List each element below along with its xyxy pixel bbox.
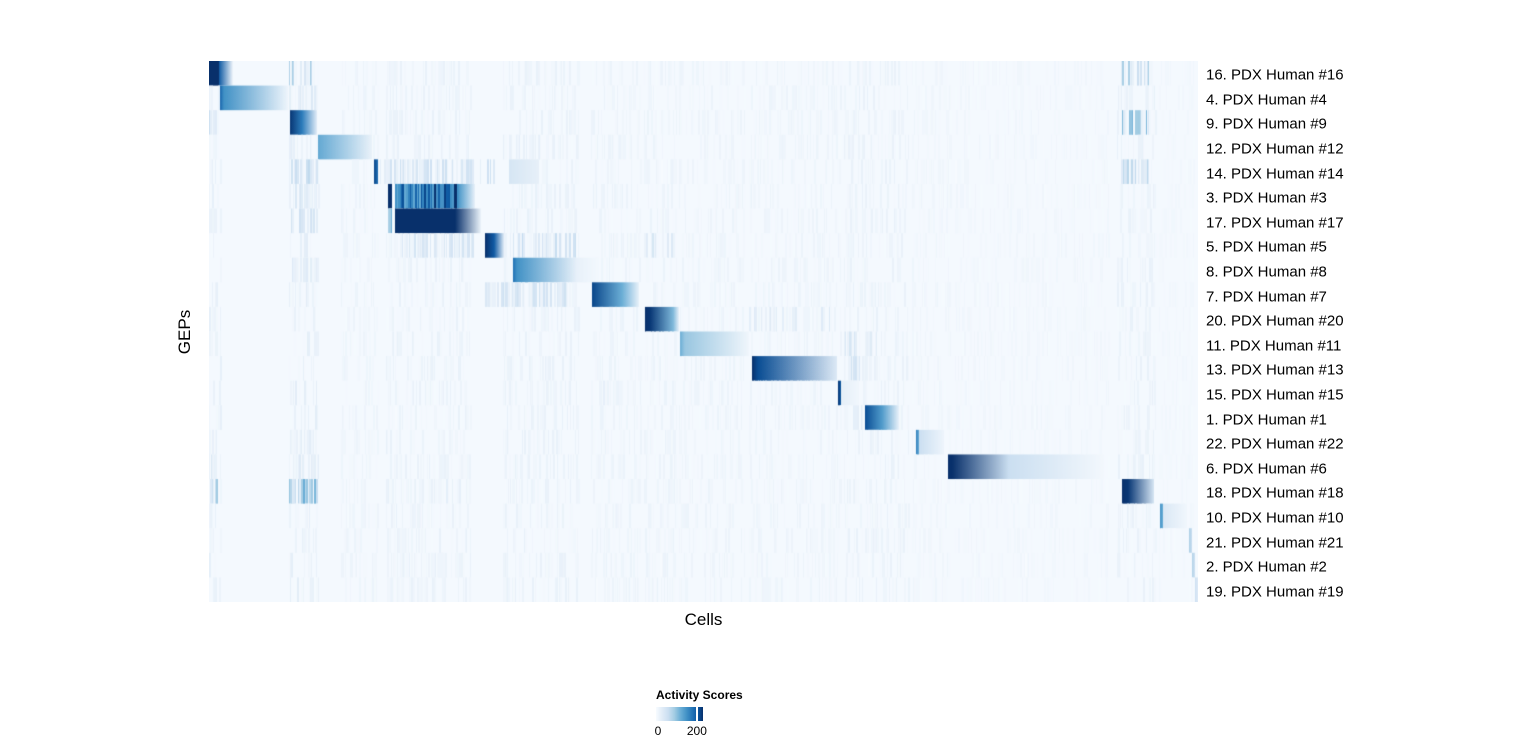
row-label: 15. PDX Human #15	[1206, 386, 1344, 404]
row-label: 3. PDX Human #3	[1206, 189, 1327, 207]
x-axis-label: Cells	[684, 610, 723, 629]
row-label: 10. PDX Human #10	[1206, 509, 1344, 527]
heatmap-canvas	[209, 61, 1198, 602]
row-label: 20. PDX Human #20	[1206, 312, 1344, 330]
row-label: 18. PDX Human #18	[1206, 484, 1344, 502]
row-label: 22. PDX Human #22	[1206, 435, 1344, 453]
row-label: 1. PDX Human #1	[1206, 411, 1327, 429]
row-label: 14. PDX Human #14	[1206, 165, 1344, 183]
row-label: 9. PDX Human #9	[1206, 115, 1327, 133]
row-label: 12. PDX Human #12	[1206, 140, 1344, 158]
row-label: 6. PDX Human #6	[1206, 460, 1327, 478]
row-label: 11. PDX Human #11	[1206, 337, 1342, 355]
row-label: 5. PDX Human #5	[1206, 238, 1327, 256]
legend-tick-label-200: 200	[686, 724, 707, 738]
legend-title: Activity Scores	[656, 688, 743, 702]
row-label: 19. PDX Human #19	[1206, 583, 1344, 601]
row-label: 13. PDX Human #13	[1206, 361, 1344, 379]
y-axis-label: GEPs	[175, 309, 194, 354]
row-label: 16. PDX Human #16	[1206, 66, 1344, 84]
row-labels: 16. PDX Human #16 4. PDX Human #4 9. PDX H…	[1206, 61, 1536, 602]
row-label: 8. PDX Human #8	[1206, 263, 1327, 281]
row-label: 7. PDX Human #7	[1206, 288, 1327, 306]
row-label: 21. PDX Human #21	[1206, 534, 1344, 552]
legend-tick-labels: 0 200	[654, 724, 707, 738]
legend-tick-label-0: 0	[654, 724, 662, 738]
heatmap	[209, 61, 1198, 602]
row-label: 17. PDX Human #17	[1206, 214, 1344, 232]
legend-colorbar	[656, 707, 703, 721]
legend: Activity Scores 0 200	[654, 688, 776, 738]
y-axis-label-container: GEPs	[168, 61, 202, 602]
row-label: 2. PDX Human #2	[1206, 558, 1327, 576]
row-label: 4. PDX Human #4	[1206, 91, 1327, 109]
legend-tick-mark	[695, 707, 698, 721]
